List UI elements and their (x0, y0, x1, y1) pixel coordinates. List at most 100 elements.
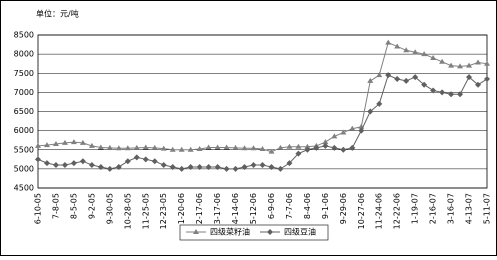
x-tick-label: 1-19-07 (411, 193, 420, 224)
marker (43, 142, 50, 148)
marker (475, 59, 482, 65)
marker (322, 142, 329, 149)
marker (187, 163, 194, 170)
legend-label: 四级菜籽油 (210, 227, 250, 237)
marker (196, 145, 203, 151)
marker (151, 158, 158, 165)
marker (214, 163, 221, 170)
x-tick-label: 8-4-06 (303, 193, 312, 219)
marker (79, 139, 86, 145)
marker (35, 142, 41, 148)
marker (439, 89, 446, 96)
x-tick-label: 7-7-06 (285, 193, 294, 219)
marker (367, 77, 374, 83)
x-tick-label: 4-14-06 (231, 193, 240, 224)
y-tick-label: 8500 (14, 31, 34, 40)
marker (142, 144, 149, 150)
x-tick-label: 6-10-05 (34, 193, 43, 224)
unit-label: 单位：元/吨 (36, 9, 79, 19)
marker (430, 87, 437, 94)
marker (412, 74, 419, 81)
marker (277, 144, 284, 150)
marker (475, 81, 482, 88)
y-tick-label: 6500 (14, 107, 34, 116)
x-tick-label: 9-29-06 (339, 193, 348, 224)
marker (331, 133, 338, 139)
x-tick-label: 5-12-06 (249, 193, 258, 224)
marker (394, 43, 401, 49)
marker (241, 163, 248, 170)
marker (241, 145, 248, 151)
x-tick-label: 11-24-06 (375, 193, 384, 229)
marker (97, 163, 104, 170)
x-tick-label: 5-11-07 (483, 193, 492, 224)
marker (277, 165, 284, 172)
marker (403, 77, 410, 84)
marker (70, 160, 77, 167)
marker (193, 229, 199, 234)
marker (466, 62, 473, 68)
x-tick-label: 3-16-07 (447, 193, 456, 224)
marker (457, 91, 464, 98)
marker (97, 144, 104, 150)
marker (295, 143, 302, 149)
marker (403, 47, 410, 53)
marker (124, 158, 131, 165)
marker (448, 91, 455, 98)
marker (106, 144, 113, 150)
marker (304, 143, 311, 149)
marker (43, 160, 50, 167)
marker (259, 145, 266, 151)
marker (430, 54, 437, 60)
marker (61, 162, 68, 169)
marker (178, 165, 185, 172)
marker (267, 229, 273, 235)
x-tick-label: 9-1-06 (321, 193, 330, 219)
y-tick-label: 8000 (14, 50, 34, 59)
marker (484, 75, 490, 82)
x-tick-label: 10-28-05 (123, 193, 132, 229)
marker (133, 144, 140, 150)
marker (205, 163, 212, 170)
marker (322, 139, 329, 145)
x-tick-label: 8-5-05 (69, 193, 78, 219)
marker (232, 165, 239, 172)
marker (250, 162, 257, 169)
y-tick-label: 5500 (14, 145, 34, 154)
x-tick-label: 6-9-06 (267, 193, 276, 219)
marker (439, 58, 446, 64)
x-tick-label: 2-16-07 (429, 193, 438, 224)
legend-box (179, 224, 329, 241)
marker (340, 129, 347, 135)
marker (88, 142, 95, 148)
marker (376, 72, 383, 78)
marker (205, 144, 212, 150)
marker (385, 72, 392, 79)
marker (286, 160, 293, 167)
marker (178, 146, 185, 152)
marker (61, 139, 68, 145)
marker (412, 49, 419, 55)
marker (421, 81, 428, 88)
legend-label: 四级豆油 (284, 227, 316, 237)
y-tick-label: 7000 (14, 88, 34, 97)
y-tick-label: 6000 (14, 126, 34, 135)
x-tick-label: 12-22-06 (393, 193, 402, 229)
marker (349, 125, 356, 131)
x-tick-label: 7-8-05 (51, 193, 60, 219)
marker (268, 163, 275, 170)
marker (448, 62, 455, 68)
marker (223, 144, 230, 150)
marker (331, 144, 338, 151)
marker (52, 162, 59, 169)
marker (367, 108, 374, 115)
marker (484, 60, 490, 66)
marker (79, 158, 86, 165)
x-tick-label: 12-23-05 (159, 193, 168, 229)
x-tick-label: 11-25-05 (141, 193, 150, 229)
marker (151, 144, 158, 150)
x-tick-label: 3-17-06 (213, 193, 222, 224)
marker (223, 165, 230, 172)
marker (133, 154, 140, 161)
